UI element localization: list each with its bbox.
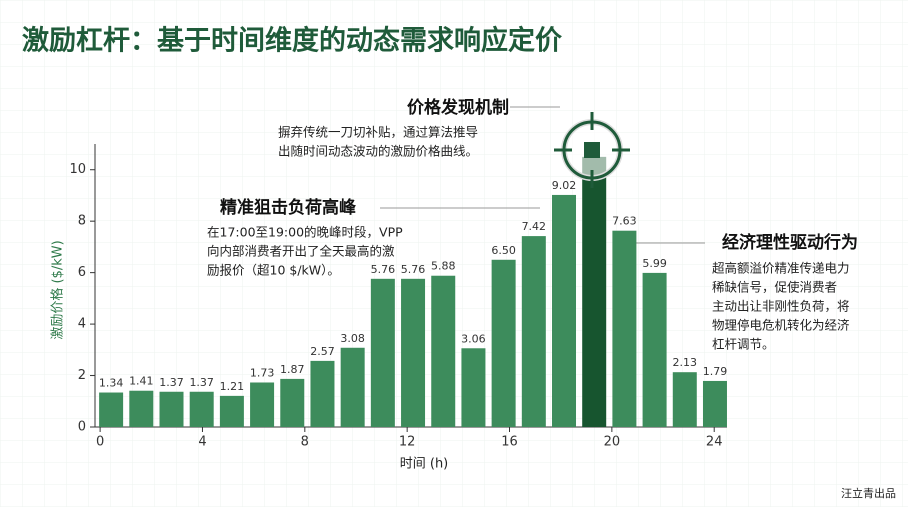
annotation-text: 杠杆调节。 — [712, 337, 775, 352]
annotation-text: 在17:00至19:00的晚峰时段，VPP — [207, 225, 403, 240]
bar — [612, 230, 637, 427]
x-tick-label: 20 — [604, 435, 621, 450]
data-label: 3.08 — [340, 332, 365, 345]
bar — [340, 347, 365, 427]
bar — [129, 390, 154, 427]
bar — [250, 382, 275, 427]
bar — [401, 278, 426, 427]
x-tick-label: 16 — [501, 435, 518, 450]
y-tick-label: 8 — [78, 214, 86, 229]
data-label: 1.87 — [280, 363, 305, 376]
bar — [552, 194, 577, 427]
annotation-text: 物理停电危机转化为经济 — [712, 318, 850, 333]
bar — [521, 236, 546, 427]
data-label: 1.79 — [703, 365, 728, 378]
annotation-title: 价格发现机制 — [407, 97, 509, 118]
annotation-title: 精准狙击负荷高峰 — [220, 197, 357, 218]
x-tick-label: 4 — [198, 435, 206, 450]
bar — [461, 348, 486, 427]
bar — [189, 391, 214, 427]
data-label: 6.50 — [491, 244, 516, 257]
x-tick-label: 8 — [301, 435, 309, 450]
data-label: 9.02 — [552, 179, 577, 192]
annotation-text: 向内部消费者开出了全天最高的激 — [207, 244, 395, 259]
y-axis-label: 激励价格 ($/kW) — [50, 240, 66, 339]
bar — [280, 378, 305, 427]
annotation-text: 主动出让非刚性负荷，将 — [712, 299, 850, 314]
y-tick-label: 6 — [78, 265, 86, 280]
data-label: 7.42 — [522, 220, 547, 233]
annotation-text: 出随时间动态波动的激励价格曲线。 — [278, 144, 478, 159]
bar — [672, 372, 697, 427]
annotation-text: 超高额溢价精准传递电力 — [712, 261, 850, 276]
data-label: 5.88 — [431, 260, 456, 273]
data-label: 1.37 — [159, 376, 184, 389]
chart-title: 激励杠杆：基于时间维度的动态需求响应定价 — [22, 25, 563, 57]
bar — [99, 392, 124, 427]
y-tick-label: 2 — [78, 368, 86, 383]
annotation-title: 经济理性驱动行为 — [722, 232, 858, 253]
data-label: 1.21 — [220, 380, 245, 393]
annotation-text: 稀缺信号，促使消费者 — [712, 280, 837, 295]
data-label: 7.63 — [612, 215, 637, 228]
x-tick-label: 0 — [96, 435, 104, 450]
data-label: 3.06 — [461, 332, 486, 345]
annotation-text: 励报价（超10 $/kW）。 — [207, 263, 340, 278]
y-tick-label: 4 — [78, 317, 86, 332]
bar — [702, 380, 727, 427]
data-label: 1.37 — [189, 376, 214, 389]
annotation-text: 摒弃传统一刀切补贴，通过算法推导 — [278, 125, 478, 140]
y-tick-label: 0 — [78, 420, 86, 435]
bar — [642, 272, 667, 427]
data-label: 1.73 — [250, 366, 275, 379]
data-label: 2.57 — [310, 345, 335, 358]
bar — [310, 360, 335, 427]
bar — [582, 156, 607, 427]
x-axis-label: 时间 (h) — [400, 457, 449, 472]
bar — [491, 259, 516, 427]
bar — [431, 275, 456, 427]
data-label: 5.76 — [401, 263, 426, 276]
data-label: 1.34 — [99, 377, 124, 390]
bar — [159, 391, 184, 427]
data-label: 5.76 — [371, 263, 396, 276]
x-tick-label: 24 — [706, 435, 723, 450]
bar — [370, 278, 395, 427]
y-tick-label: 10 — [69, 162, 86, 177]
footer: 汪立青出品 — [841, 486, 896, 500]
data-label: 5.99 — [642, 257, 667, 270]
bar — [219, 395, 244, 427]
data-label: 2.13 — [673, 356, 698, 369]
data-label: 1.41 — [129, 375, 154, 388]
x-tick-label: 12 — [399, 435, 416, 450]
target-icon — [554, 112, 630, 188]
